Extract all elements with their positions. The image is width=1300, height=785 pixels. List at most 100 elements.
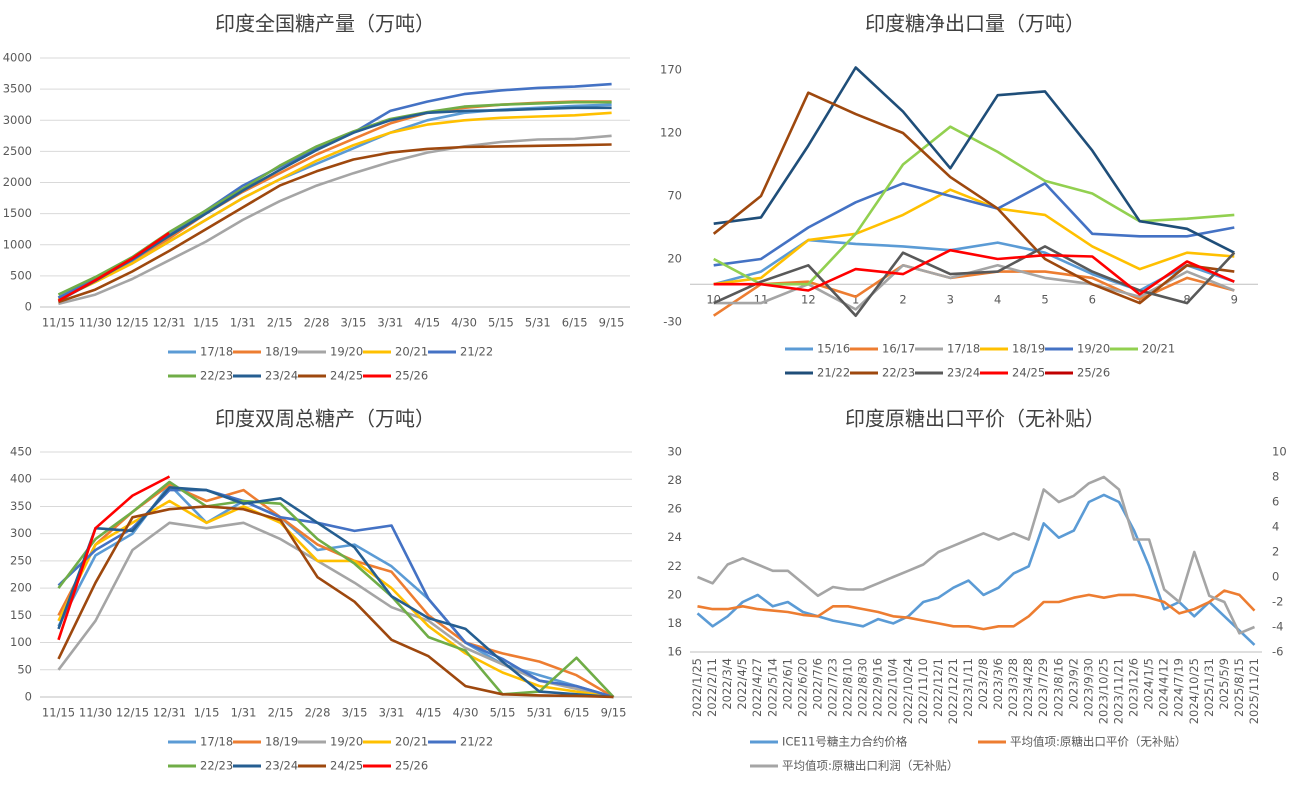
x-tick-label: 2022/8/30 <box>856 658 870 717</box>
series-line <box>57 521 614 699</box>
x-tick-label: 12/15 <box>116 316 149 330</box>
x-tick-label: 4/30 <box>451 316 477 330</box>
chart-title: 印度双周总糖产（万吨） <box>215 407 435 431</box>
x-tick-label: 2023/12/6 <box>1127 658 1141 717</box>
x-tick-label: 2025/5/9 <box>1217 658 1231 710</box>
x-tick-label: 3/15 <box>342 706 368 720</box>
x-tick-label: 2023/9/30 <box>1081 658 1095 717</box>
legend-label: 19/20 <box>330 345 363 359</box>
y2-tick-label: 4 <box>1272 520 1279 534</box>
legend-label: 17/18 <box>947 342 980 356</box>
x-tick-label: 2023/9/2 <box>1066 658 1080 710</box>
y2-tick-label: -6 <box>1272 645 1283 659</box>
y-tick-label: 450 <box>10 445 32 459</box>
x-tick-label: 2022/7/6 <box>810 658 824 710</box>
x-tick-label: 11/30 <box>79 316 112 330</box>
legend-label: 平均值项:原糖出口平价（无补贴） <box>1010 735 1186 749</box>
x-tick-label: 5 <box>1041 293 1048 307</box>
x-tick-label: 2022/7/23 <box>826 658 840 717</box>
x-tick-label: 9/15 <box>599 316 625 330</box>
y-tick-label: 100 <box>10 635 32 649</box>
x-tick-label: 5/31 <box>527 706 553 720</box>
legend-label: 18/19 <box>265 345 298 359</box>
x-tick-label: 2023/11/21 <box>1112 658 1126 724</box>
legend-label: 20/21 <box>1142 342 1175 356</box>
legend-label: 20/21 <box>395 735 428 749</box>
legend-label: 15/16 <box>817 342 850 356</box>
x-tick-label: 2022/12/1 <box>931 658 945 717</box>
legend-label: 21/22 <box>460 735 493 749</box>
legend-label: 25/26 <box>1077 366 1110 380</box>
x-tick-label: 2022/10/24 <box>901 658 915 724</box>
y-tick-label: 2500 <box>3 144 32 158</box>
x-tick-label: 9/15 <box>601 706 627 720</box>
x-tick-label: 2024/10/25 <box>1187 658 1201 724</box>
x-tick-label: 2022/4/5 <box>735 658 749 710</box>
x-tick-label: 2024/7/19 <box>1172 658 1186 717</box>
legend-label: 25/26 <box>395 369 428 383</box>
legend-label: 平均值项:原糖出口利润（无补贴） <box>782 759 958 773</box>
x-tick-label: 2023/8/16 <box>1051 658 1065 717</box>
legend-label: 21/22 <box>460 345 493 359</box>
series-line <box>713 182 1235 267</box>
series-line <box>696 475 1256 635</box>
x-tick-label: 2025/8/15 <box>1232 658 1246 717</box>
x-tick-label: 6 <box>1089 293 1096 307</box>
series-line <box>57 231 170 302</box>
y2-tick-label: 8 <box>1272 470 1279 484</box>
y-tick-label: 22 <box>667 559 682 573</box>
y2-tick-label: -2 <box>1272 595 1283 609</box>
legend-label: 22/23 <box>200 759 233 773</box>
x-tick-label: 2023/3/28 <box>1006 658 1020 717</box>
series-line <box>57 111 612 301</box>
y2-tick-label: 6 <box>1272 495 1279 509</box>
series-line <box>57 505 614 699</box>
x-tick-label: 3 <box>947 293 954 307</box>
x-tick-label: 1/15 <box>193 316 219 330</box>
x-tick-label: 1/31 <box>231 706 257 720</box>
y-tick-label: 300 <box>10 526 32 540</box>
series-line <box>57 499 614 699</box>
y-tick-label: 400 <box>10 472 32 486</box>
series-line <box>713 66 1235 254</box>
legend-label: 17/18 <box>200 345 233 359</box>
legend-label: 22/23 <box>882 366 915 380</box>
y-tick-label: 1500 <box>3 206 32 220</box>
series-line <box>57 475 171 641</box>
x-tick-label: 12/15 <box>116 706 149 720</box>
x-tick-label: 2023/1/11 <box>961 658 975 717</box>
y2-tick-label: 0 <box>1272 570 1279 584</box>
x-tick-label: 4/15 <box>414 316 440 330</box>
x-tick-label: 2023/7/29 <box>1036 658 1050 717</box>
y-tick-label: 26 <box>667 502 682 516</box>
y-tick-label: 70 <box>667 189 682 203</box>
x-tick-label: 2025/1/31 <box>1202 658 1216 717</box>
x-tick-label: 4 <box>994 293 1001 307</box>
y-tick-label: -30 <box>663 315 682 329</box>
legend-label: 23/24 <box>265 759 298 773</box>
legend-label: 19/20 <box>330 735 363 749</box>
y-tick-label: 18 <box>667 616 682 630</box>
legend-label: ICE11号糖主力合约价格 <box>782 735 908 749</box>
x-tick-label: 11/15 <box>42 706 75 720</box>
legend-label: 20/21 <box>395 345 428 359</box>
y-tick-label: 28 <box>667 473 682 487</box>
x-tick-label: 2022/6/20 <box>795 658 809 717</box>
x-tick-label: 2022/9/16 <box>871 658 885 717</box>
x-tick-label: 2022/4/27 <box>750 658 764 717</box>
legend-label: 21/22 <box>817 366 850 380</box>
series-line <box>57 486 614 699</box>
x-tick-label: 2022/6/1 <box>780 658 794 710</box>
y-tick-label: 200 <box>10 581 32 595</box>
x-tick-label: 12 <box>801 293 816 307</box>
x-tick-label: 3/15 <box>341 316 367 330</box>
legend-label: 19/20 <box>1077 342 1110 356</box>
x-tick-label: 2022/2/11 <box>705 658 719 717</box>
x-tick-label: 1/31 <box>230 316 256 330</box>
x-tick-label: 2024/1/5 <box>1142 658 1156 710</box>
x-tick-label: 11/30 <box>79 706 112 720</box>
x-tick-label: 3/31 <box>377 316 403 330</box>
x-tick-label: 2 <box>899 293 906 307</box>
